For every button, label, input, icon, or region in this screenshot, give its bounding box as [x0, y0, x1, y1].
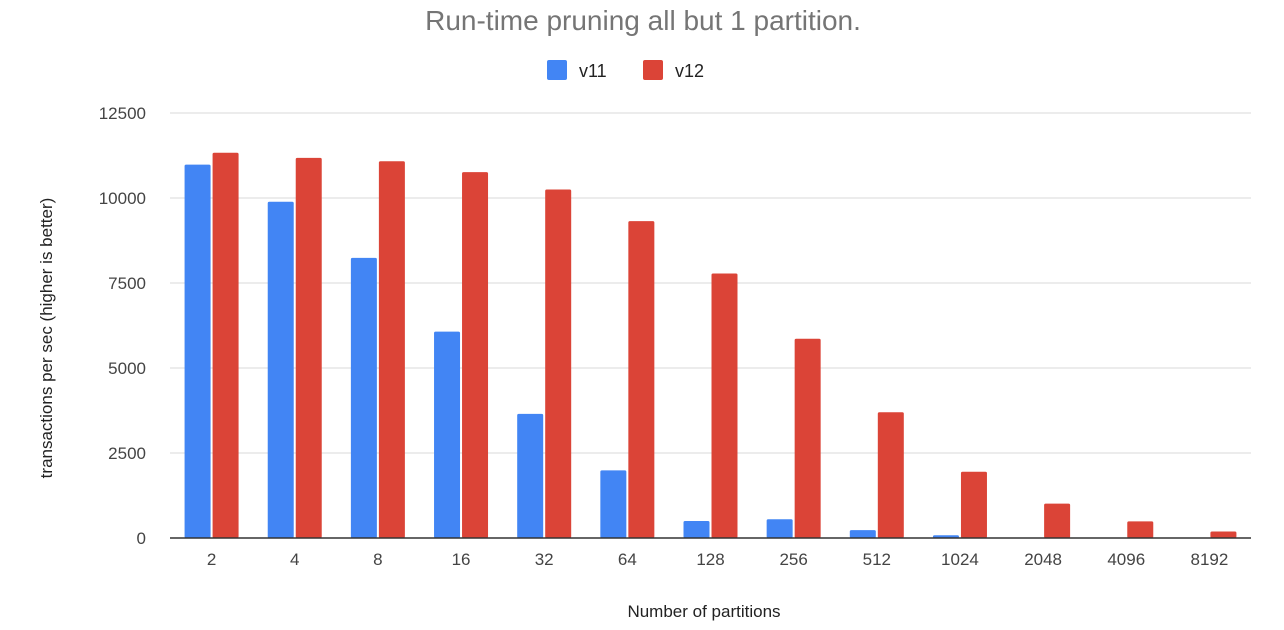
bar-v12-32 [545, 189, 572, 538]
bar-v12-256 [794, 338, 821, 538]
gridlines [170, 112, 1251, 454]
bar-v12-1024 [960, 471, 987, 538]
bar-v11-32 [517, 413, 544, 538]
legend-label-v12: v12 [675, 61, 704, 81]
x-tick-label: 4096 [1107, 550, 1145, 569]
x-axis-ticks: 2 4 8 16 32 64 128 256 512 1024 2048 4096 8192 [207, 550, 1228, 569]
bar-v11-256 [766, 519, 793, 538]
legend-swatch-v12 [643, 60, 663, 80]
bar-v11-64 [600, 470, 627, 538]
bar-v12-8 [378, 161, 405, 538]
bar-v12-8192 [1210, 531, 1237, 538]
x-axis-label: Number of partitions [627, 602, 780, 621]
x-tick-label: 1024 [941, 550, 979, 569]
bar-v11-4 [267, 201, 294, 539]
bar-v12-2048 [1044, 503, 1071, 538]
x-tick-label: 256 [779, 550, 807, 569]
bar-v12-2 [212, 152, 239, 538]
x-tick-label: 32 [535, 550, 554, 569]
y-tick-label: 2500 [108, 444, 146, 463]
x-tick-label: 64 [618, 550, 637, 569]
y-tick-label: 12500 [99, 104, 146, 123]
x-tick-label: 128 [696, 550, 724, 569]
y-tick-label: 5000 [108, 359, 146, 378]
bar-v11-8 [350, 257, 377, 538]
x-tick-label: 8 [373, 550, 382, 569]
x-tick-label: 8192 [1191, 550, 1229, 569]
legend-swatch-v11 [547, 60, 567, 80]
bars [184, 152, 1237, 539]
x-tick-label: 2 [207, 550, 216, 569]
legend: v11 v12 [547, 60, 704, 81]
bar-v11-512 [849, 530, 876, 538]
y-axis-ticks: 0 2500 5000 7500 10000 12500 [99, 104, 146, 548]
bar-v12-4 [295, 157, 322, 538]
bar-v11-16 [434, 331, 461, 538]
bar-v11-2 [184, 164, 211, 538]
bar-v11-128 [683, 521, 710, 538]
bar-v12-64 [628, 221, 655, 538]
y-tick-label: 7500 [108, 274, 146, 293]
x-tick-label: 4 [290, 550, 299, 569]
legend-label-v11: v11 [579, 61, 607, 81]
y-axis-label: transactions per sec (higher is better) [37, 198, 56, 479]
y-tick-label: 10000 [99, 189, 146, 208]
x-tick-label: 2048 [1024, 550, 1062, 569]
chart-title: Run-time pruning all but 1 partition. [425, 5, 861, 36]
bar-v12-16 [462, 172, 489, 538]
x-tick-label: 16 [452, 550, 471, 569]
bar-v12-128 [711, 273, 738, 538]
bar-v12-512 [877, 412, 904, 538]
x-tick-label: 512 [863, 550, 891, 569]
y-tick-label: 0 [137, 529, 146, 548]
bar-v12-4096 [1127, 521, 1154, 538]
